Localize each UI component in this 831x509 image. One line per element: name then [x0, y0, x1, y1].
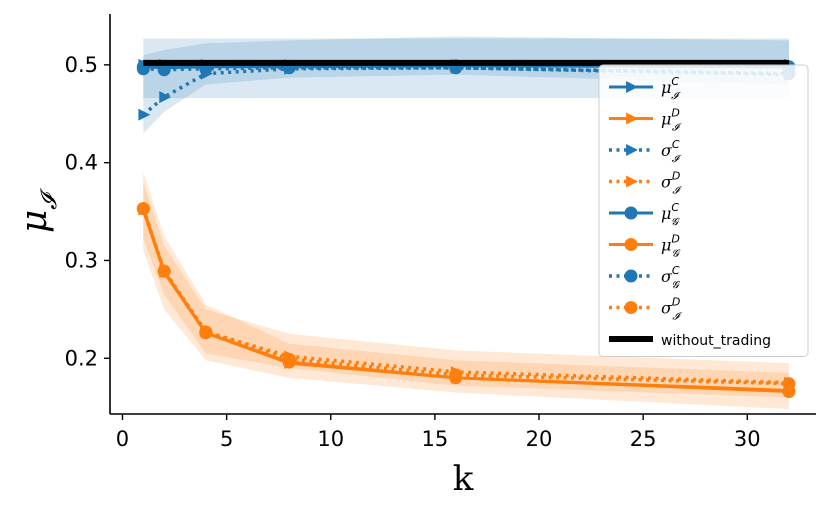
y-tick-label: 0.5 [65, 53, 98, 77]
legend-box [598, 64, 809, 357]
y-tick-label: 0.2 [65, 346, 98, 370]
data-point-7-3 [282, 352, 296, 366]
legend-marker [624, 206, 638, 220]
x-tick-label: 10 [317, 427, 344, 451]
x-axis-label: k [453, 459, 474, 499]
legend-entry: μC 𝓘 [609, 75, 681, 102]
legend-label: σC 𝓘 [661, 138, 682, 165]
legend-marker [624, 269, 638, 283]
confidence-band-2 [143, 172, 789, 410]
legend-entry: μC 𝓖 [609, 201, 680, 228]
axes [109, 14, 816, 415]
y-tick-label: 0.4 [65, 151, 98, 175]
data-point-7-0 [136, 202, 150, 216]
x-tick-label: 30 [734, 427, 761, 451]
legend-marker [626, 175, 638, 188]
legend-label: μD 𝓘 [661, 107, 682, 134]
legend: μC 𝓘 μD 𝓘 σC 𝓘 σD 𝓘 μC 𝓖 μD 𝓖 σC 𝓖 σD 𝓘 without_trading [598, 64, 809, 357]
y-axis-label-main: μ [14, 210, 55, 233]
legend-entry: σD 𝓘 [609, 170, 682, 197]
x-tick-label: 5 [220, 427, 233, 451]
x-tick-label: 20 [526, 427, 553, 451]
legend-marker [624, 238, 638, 251]
legend-label: μC 𝓖 [661, 201, 680, 228]
y-tick-label: 0.3 [65, 248, 98, 272]
legend-marker [626, 81, 638, 93]
series-line-7 [141, 208, 789, 386]
data-point-7-5 [782, 377, 796, 391]
data-point-7-2 [199, 325, 213, 339]
svg-text:μ𝓘: μ𝓘 [14, 188, 62, 233]
data-point-6-1 [157, 63, 171, 77]
legend-entry: σD 𝓘 [609, 296, 682, 323]
legend-label: without_trading [661, 333, 771, 349]
data-point-7-4 [449, 368, 463, 382]
data-point-7-1 [157, 264, 171, 278]
x-ticks: 0 5 10 15 20 25 30 [116, 414, 761, 451]
legend-entry: σC 𝓖 [609, 264, 681, 291]
legend-marker [626, 112, 638, 125]
confidence-band-3 [143, 182, 789, 398]
legend-entry: μD 𝓘 [609, 107, 682, 134]
legend-entry: σC 𝓘 [609, 138, 682, 165]
data-point-2-1 [159, 91, 172, 104]
y-axis-label: μ𝓘 [14, 188, 62, 233]
x-tick-label: 15 [422, 427, 449, 451]
y-ticks: 0.2 0.3 0.4 0.5 [65, 53, 110, 370]
x-tick-label: 0 [116, 427, 129, 451]
data-point-2-0 [138, 108, 151, 121]
legend-label: μC 𝓘 [661, 75, 681, 102]
legend-marker [624, 301, 638, 314]
legend-entry: μD 𝓖 [609, 233, 681, 260]
series-7 [136, 202, 796, 391]
legend-marker [626, 144, 638, 156]
legend-label: σD 𝓘 [661, 296, 682, 323]
y-axis-label-sub: 𝓘 [37, 188, 62, 210]
legend-label: σC 𝓖 [661, 264, 681, 291]
legend-label: μD 𝓖 [661, 233, 681, 260]
legend-entry: without_trading [609, 333, 771, 349]
x-tick-label: 25 [630, 427, 657, 451]
legend-label: σD 𝓘 [661, 170, 682, 197]
